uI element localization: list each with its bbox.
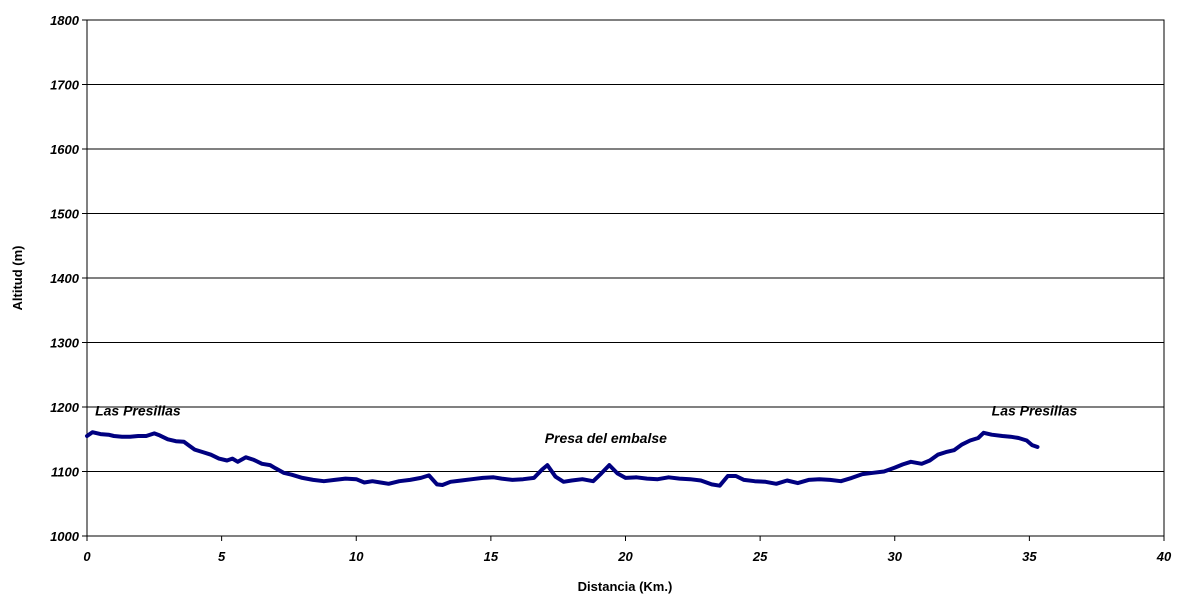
x-tick-label-5: 5	[218, 549, 226, 564]
y-axis-ticks: 1000 1100 1200 1300 1400 1500 1600 1700 1800	[50, 13, 87, 544]
y-axis-label: Altitud (m)	[10, 246, 25, 311]
elevation-series-line	[85, 430, 1040, 488]
gridlines	[87, 84, 1164, 472]
annotation-0: Las Presillas	[95, 402, 181, 418]
x-tick-label-25: 25	[752, 549, 768, 564]
y-tick-label-1200: 1200	[50, 400, 80, 415]
x-tick-label-35: 35	[1022, 549, 1037, 564]
y-tick-label-1000: 1000	[50, 529, 80, 544]
x-axis-label: Distancia (Km.)	[578, 579, 673, 594]
x-tick-label-40: 40	[1156, 549, 1172, 564]
x-tick-label-20: 20	[617, 549, 633, 564]
x-tick-label-15: 15	[484, 549, 499, 564]
y-tick-label-1300: 1300	[50, 336, 80, 351]
y-tick-label-1400: 1400	[50, 271, 80, 286]
annotation-2: Las Presillas	[992, 402, 1078, 418]
x-tick-label-10: 10	[349, 549, 364, 564]
x-tick-label-30: 30	[888, 549, 903, 564]
y-tick-label-1500: 1500	[50, 207, 80, 222]
y-tick-label-1800: 1800	[50, 13, 80, 28]
y-tick-label-1600: 1600	[50, 142, 80, 157]
x-tick-label-0: 0	[83, 549, 91, 564]
annotation-1: Presa del embalse	[545, 430, 667, 446]
x-axis-ticks: 0 5 10 15 20 25 30 35 40	[83, 536, 1172, 564]
y-tick-label-1700: 1700	[50, 78, 80, 93]
y-tick-label-1100: 1100	[51, 465, 80, 480]
annotations: Las Presillas Presa del embalse Las Presil…	[95, 402, 1077, 446]
